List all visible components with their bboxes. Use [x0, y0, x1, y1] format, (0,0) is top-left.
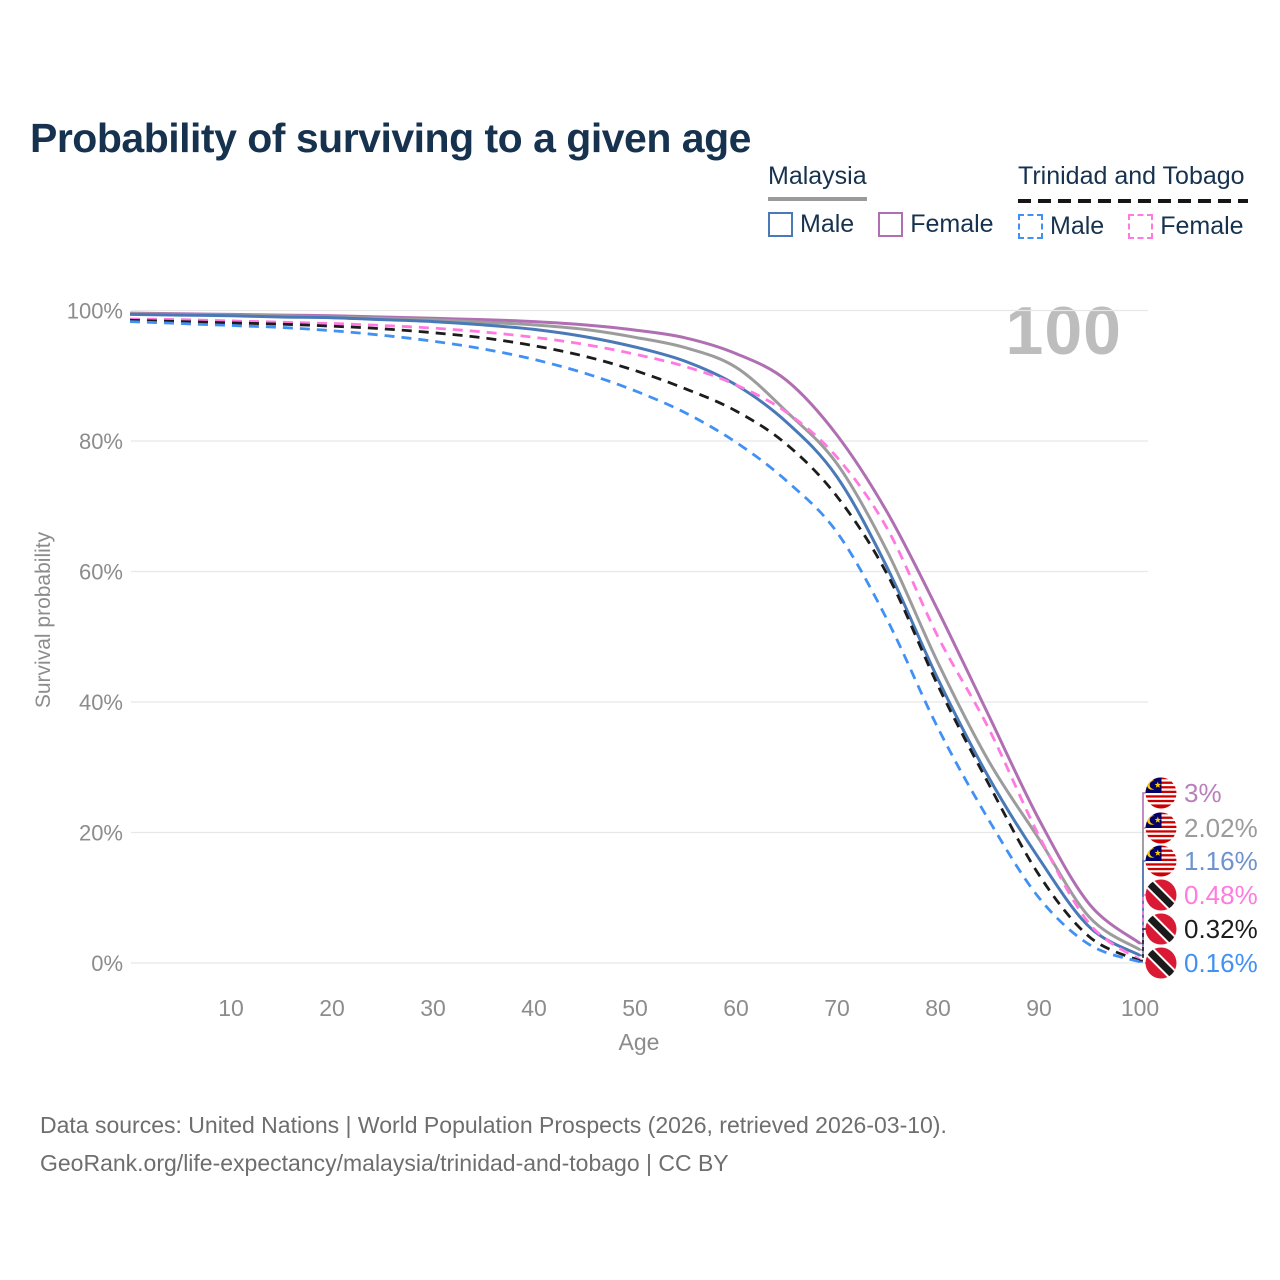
y-tick-label: 20%	[79, 821, 123, 846]
end-value-label: 1.16%	[1184, 845, 1258, 876]
legend-country-malaysia[interactable]: Malaysia	[768, 162, 867, 201]
malaysia-flag-icon	[1145, 777, 1177, 809]
legend-item-label: Male	[800, 210, 855, 238]
x-tick-label: 10	[218, 995, 244, 1021]
trinidad-female-swatch-icon	[1128, 214, 1154, 239]
end-label-row[interactable]: 0.32%	[1145, 913, 1258, 945]
trinidad-and-tobago-flag-icon	[1145, 913, 1177, 945]
dashed-line-indicator	[1018, 199, 1248, 203]
curve-malaysia-female[interactable]	[129, 311, 1141, 945]
x-tick-label: 20	[319, 995, 345, 1021]
end-label-row[interactable]: 1.16%	[1145, 845, 1258, 877]
y-tick-label: 40%	[79, 690, 123, 715]
malaysia-flag-icon	[1145, 845, 1177, 877]
y-tick-label: 0%	[91, 951, 123, 976]
end-label-row[interactable]: 2.02%	[1145, 812, 1258, 844]
x-tick-label: 50	[622, 995, 648, 1021]
page-title: Probability of surviving to a given age	[30, 115, 751, 162]
legend-item-trinidad-male[interactable]: Male	[1018, 212, 1104, 241]
malaysia-male-swatch-icon	[768, 212, 793, 237]
end-label-row[interactable]: 3%	[1145, 777, 1222, 809]
end-value-label: 2.02%	[1184, 812, 1258, 843]
y-tick-label: 80%	[79, 429, 123, 454]
legend-item-label: Male	[1050, 212, 1105, 240]
legend-item-label: Female	[1160, 212, 1244, 240]
curve-trinidad-and-tobago-male[interactable]	[129, 320, 1141, 964]
y-tick-label: 60%	[79, 560, 123, 585]
end-value-label: 3%	[1184, 777, 1222, 808]
x-tick-label: 70	[824, 995, 850, 1021]
legend-item-malaysia-male[interactable]: Male	[768, 210, 854, 239]
curve-trinidad-and-tobago-female[interactable]	[129, 317, 1141, 962]
legend-item-trinidad-female[interactable]: Female	[1128, 212, 1244, 241]
legend-group-malaysia: Malaysia Male Female	[768, 162, 994, 239]
data-sources-line: Data sources: United Nations | World Pop…	[40, 1112, 947, 1138]
x-axis-title: Age	[619, 1029, 660, 1055]
x-tick-label: 80	[925, 995, 951, 1021]
x-tick-label: 30	[420, 995, 446, 1021]
legend-group-trinidad-and-tobago: Trinidad and Tobago Male Female	[1018, 162, 1248, 241]
end-value-label: 0.16%	[1184, 947, 1258, 978]
end-label-row[interactable]: 0.16%	[1145, 947, 1258, 979]
x-tick-label: 100	[1121, 995, 1159, 1021]
curve-malaysia-all[interactable]	[129, 312, 1141, 952]
y-tick-label: 100%	[67, 299, 123, 324]
legend-country-trinidad-and-tobago[interactable]: Trinidad and Tobago	[1018, 162, 1245, 190]
malaysia-flag-icon	[1145, 812, 1177, 844]
end-label-row[interactable]: 0.48%	[1145, 879, 1258, 911]
end-value-label: 0.48%	[1184, 879, 1258, 910]
malaysia-female-swatch-icon	[878, 212, 904, 237]
curve-malaysia-male[interactable]	[129, 312, 1141, 957]
legend-item-label: Female	[910, 210, 994, 238]
footer: Data sources: United Nations | World Pop…	[40, 1106, 947, 1182]
trinidad-male-swatch-icon	[1018, 214, 1043, 239]
end-value-label: 0.32%	[1184, 913, 1258, 944]
x-tick-label: 60	[723, 995, 749, 1021]
attribution-line[interactable]: GeoRank.org/life-expectancy/malaysia/tri…	[40, 1150, 729, 1176]
x-tick-label: 90	[1026, 995, 1052, 1021]
trinidad-and-tobago-flag-icon	[1145, 879, 1177, 911]
curve-trinidad-and-tobago-all[interactable]	[129, 318, 1141, 963]
y-axis-title: Survival probability	[32, 531, 55, 709]
legend-item-malaysia-female[interactable]: Female	[878, 210, 994, 239]
trinidad-and-tobago-flag-icon	[1145, 947, 1177, 979]
hover-age-watermark: 100	[1005, 293, 1122, 369]
x-tick-label: 40	[521, 995, 547, 1021]
